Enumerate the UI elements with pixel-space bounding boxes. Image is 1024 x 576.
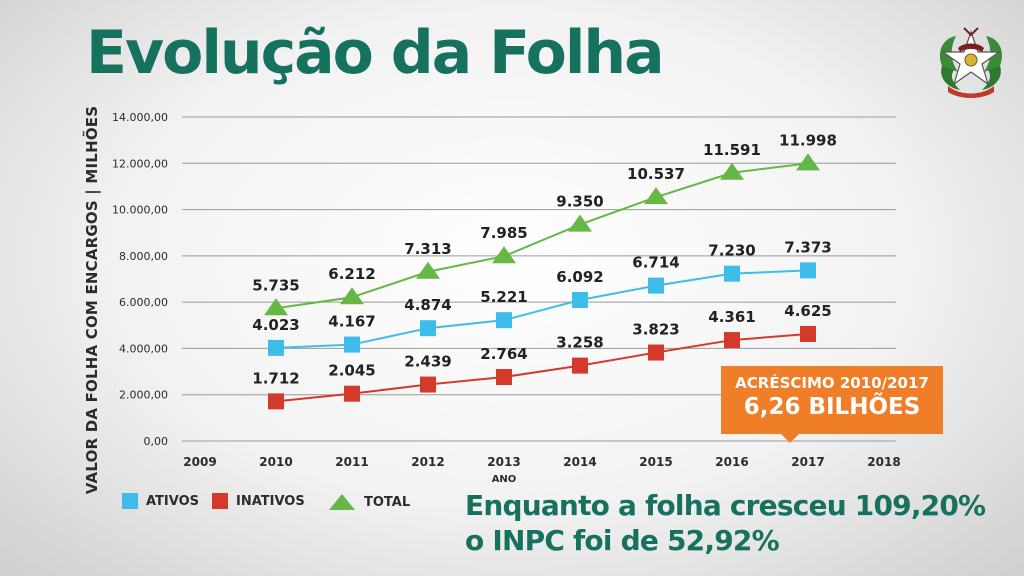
point-total [340, 287, 364, 305]
axis-ticks: 0,00 2.000,00 4.000,00 6.000,00 8.000,00 10.0… [112, 111, 901, 485]
y-tick-label: 2.000,00 [119, 389, 168, 402]
x-tick-label: 2015 [639, 455, 672, 469]
legend-label-total: TOTAL [364, 494, 411, 510]
x-tick-label: 2011 [335, 455, 368, 469]
inpc-comparison-note: Enquanto a folha cresceu 109,20% o INPC … [465, 488, 986, 558]
x-tick-label: 2016 [715, 455, 748, 469]
data-label-total: 11.998 [779, 131, 837, 149]
point-total [796, 153, 820, 171]
data-label-ativos: 7.230 [708, 242, 755, 260]
point-inativos [572, 357, 588, 374]
grid [182, 116, 896, 442]
x-tick-label: 2012 [411, 455, 444, 469]
increase-callout: ACRÉSCIMO 2010/2017 6,26 BILHÕES [721, 366, 943, 443]
x-tick-label: 2018 [867, 455, 900, 469]
y-tick-label: 10.000,00 [112, 204, 168, 217]
point-ativos [572, 292, 588, 309]
data-label-ativos: 7.373 [784, 238, 831, 256]
data-labels: 4.023 4.167 4.874 5.221 6.092 6.714 7.230 7.373… [252, 131, 837, 387]
data-label-ativos: 6.714 [632, 254, 679, 272]
data-label-total: 6.212 [328, 265, 375, 283]
x-tick-label: 2014 [563, 455, 596, 469]
y-tick-label: 4.000,00 [119, 342, 168, 355]
data-label-inativos: 3.258 [556, 334, 603, 352]
x-tick-label: 2017 [791, 455, 824, 469]
point-inativos [648, 344, 664, 361]
point-total [416, 261, 440, 279]
x-tick-label: 2009 [183, 455, 216, 469]
data-label-ativos: 4.874 [404, 296, 451, 314]
point-inativos [800, 325, 816, 342]
y-tick-label: 14.000,00 [112, 111, 168, 124]
data-label-total: 11.591 [703, 141, 761, 159]
legend-label-ativos: ATIVOS [146, 493, 200, 509]
note-line-1: Enquanto a folha cresceu 109,20% [465, 489, 986, 522]
x-tick-label: 2013 [487, 455, 520, 469]
point-total [264, 298, 288, 316]
data-label-total: 9.350 [556, 193, 603, 211]
point-ativos [724, 265, 740, 282]
data-label-total: 10.537 [627, 165, 685, 183]
data-label-inativos: 4.625 [784, 302, 831, 320]
data-label-inativos: 3.823 [632, 321, 679, 339]
y-tick-label: 12.000,00 [112, 157, 168, 170]
y-tick-label: 0,00 [144, 435, 169, 448]
data-label-inativos: 2.764 [480, 345, 527, 363]
point-inativos [724, 332, 740, 349]
data-label-inativos: 4.361 [708, 308, 755, 326]
callout-line-1: ACRÉSCIMO 2010/2017 [735, 374, 929, 392]
data-label-ativos: 5.221 [480, 288, 527, 306]
point-inativos [344, 385, 360, 402]
legend-label-inativos: INATIVOS [236, 493, 305, 509]
legend-swatch-inativos [212, 493, 228, 509]
legend-item-total: TOTAL [328, 493, 410, 511]
coat-of-arms-icon [939, 27, 1003, 98]
x-tick-label: 2010 [259, 455, 292, 469]
series-line-ativos [275, 269, 809, 349]
legend-swatch-total [329, 494, 355, 510]
legend-item-ativos: ATIVOS [122, 493, 199, 509]
series-line-inativos [275, 332, 809, 403]
series [264, 153, 820, 410]
callout-line-2: 6,26 BILHÕES [743, 394, 921, 420]
point-ativos [496, 312, 512, 329]
legend-swatch-ativos [122, 493, 138, 509]
point-total [568, 214, 592, 232]
point-inativos [268, 393, 284, 410]
data-label-ativos: 4.167 [328, 313, 375, 331]
data-label-ativos: 4.023 [252, 316, 299, 334]
data-label-inativos: 2.439 [404, 353, 451, 371]
point-ativos [268, 339, 284, 356]
point-total [492, 246, 516, 264]
y-tick-label: 8.000,00 [119, 250, 168, 263]
note-line-2: o INPC foi de 52,92% [465, 524, 780, 557]
point-inativos [420, 376, 436, 393]
data-label-total: 5.735 [252, 276, 299, 294]
point-ativos [344, 336, 360, 353]
point-total [644, 187, 668, 205]
y-tick-label: 6.000,00 [119, 296, 168, 309]
data-label-inativos: 1.712 [252, 369, 299, 387]
data-label-ativos: 6.092 [556, 268, 603, 286]
point-ativos [800, 262, 816, 279]
point-ativos [420, 320, 436, 337]
x-axis-label: ANO [492, 474, 517, 485]
legend-item-inativos: INATIVOS [212, 493, 305, 509]
point-inativos [496, 369, 512, 386]
data-label-total: 7.985 [480, 224, 527, 242]
series-line-total [275, 162, 809, 310]
data-label-inativos: 2.045 [328, 362, 375, 380]
point-total [720, 162, 744, 180]
page-title: Evolução da Folha [86, 18, 665, 88]
point-ativos [648, 277, 664, 294]
data-label-total: 7.313 [404, 240, 451, 258]
